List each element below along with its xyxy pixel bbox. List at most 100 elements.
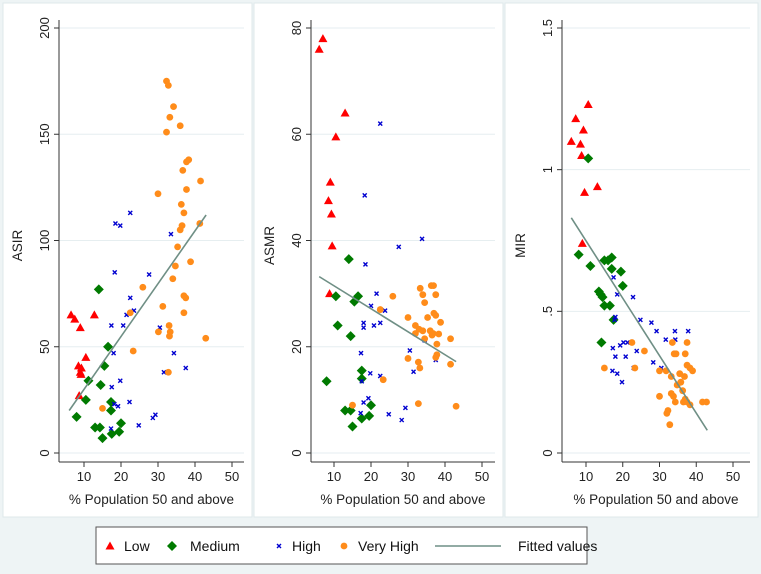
data-point: [689, 367, 696, 375]
data-point: [578, 125, 588, 134]
data-point: [325, 289, 335, 298]
y-tick-label: 80: [289, 21, 304, 35]
data-point: [111, 401, 117, 407]
data-point: [382, 308, 388, 314]
data-point: [345, 331, 356, 342]
data-point: [197, 177, 204, 185]
data-point: [318, 34, 328, 43]
data-point: [115, 403, 121, 409]
panel-frame: [504, 2, 759, 518]
series-low: [66, 310, 99, 400]
y-tick-label: 50: [37, 340, 52, 354]
data-point: [66, 310, 76, 319]
data-point: [414, 400, 422, 407]
data-point: [112, 269, 118, 275]
data-point: [414, 358, 422, 366]
series-very-high: [349, 282, 460, 410]
data-point: [583, 100, 593, 108]
data-point: [359, 378, 365, 384]
data-point: [371, 323, 377, 328]
data-point: [663, 409, 671, 417]
data-point: [597, 292, 608, 303]
data-point: [703, 398, 710, 406]
data-point: [666, 421, 674, 429]
x-tick-label: 50: [225, 469, 239, 484]
data-point: [146, 272, 152, 277]
data-point: [631, 364, 639, 372]
data-point: [416, 364, 424, 372]
data-point: [432, 291, 440, 299]
data-point: [404, 355, 412, 362]
data-point: [628, 339, 636, 346]
data-point: [437, 318, 444, 326]
data-point: [573, 249, 584, 260]
data-point: [75, 367, 85, 376]
y-axis-title: ASIR: [10, 229, 25, 261]
data-point: [592, 182, 602, 191]
data-point: [139, 283, 147, 291]
data-point: [358, 350, 364, 356]
data-point: [93, 284, 104, 295]
data-point: [326, 209, 336, 218]
data-point: [612, 354, 618, 360]
data-point: [672, 328, 678, 334]
data-point: [619, 379, 625, 385]
data-point: [600, 364, 608, 372]
data-point: [183, 158, 190, 166]
data-point: [411, 369, 417, 375]
data-point: [180, 309, 188, 317]
data-point: [685, 328, 691, 334]
data-point: [129, 347, 137, 355]
fitted-line: [68, 214, 207, 411]
data-point: [681, 373, 688, 380]
x-tick-label: 20: [616, 469, 630, 484]
y-tick-label: 0: [540, 449, 555, 456]
data-point: [362, 261, 368, 267]
fitted-line: [570, 217, 708, 431]
data-point: [166, 113, 174, 121]
data-point: [615, 266, 626, 277]
data-point: [606, 263, 617, 274]
legend-item-fitted-values: Fitted values: [435, 538, 597, 554]
data-point: [81, 352, 91, 361]
data-point: [402, 405, 408, 411]
data-point: [419, 291, 427, 299]
data-point: [126, 309, 134, 317]
data-point: [89, 310, 99, 319]
y-tick-label: 20: [289, 340, 304, 354]
x-axis-title: % Population 50 and above: [573, 492, 738, 507]
data-point: [637, 317, 643, 323]
data-point: [343, 254, 354, 265]
data-point: [433, 340, 441, 348]
y-axis-title: MIR: [513, 233, 528, 258]
data-point: [612, 317, 618, 323]
x-tick-label: 50: [475, 469, 489, 484]
data-point: [358, 410, 364, 416]
data-point: [435, 330, 443, 338]
data-point: [106, 428, 117, 439]
legend-marker-x: [276, 543, 282, 549]
data-point: [183, 365, 189, 371]
series-medium: [321, 254, 376, 432]
legend-label: High: [292, 538, 321, 554]
data-point: [327, 241, 337, 250]
data-point: [332, 320, 343, 331]
data-point: [432, 312, 440, 319]
x-tick-label: 10: [579, 469, 593, 484]
data-point: [120, 323, 126, 328]
data-point: [683, 339, 691, 346]
data-point: [361, 325, 367, 331]
data-point: [614, 371, 620, 377]
data-point: [95, 380, 106, 390]
data-point: [404, 314, 412, 321]
data-point: [114, 426, 125, 437]
data-point: [80, 394, 91, 405]
data-point: [97, 433, 108, 444]
data-point: [99, 404, 106, 412]
data-point: [447, 335, 454, 343]
data-point: [164, 368, 172, 376]
y-tick-label: 150: [37, 123, 52, 145]
data-point: [349, 401, 356, 409]
x-tick-label: 20: [364, 469, 378, 484]
data-point: [154, 190, 162, 198]
